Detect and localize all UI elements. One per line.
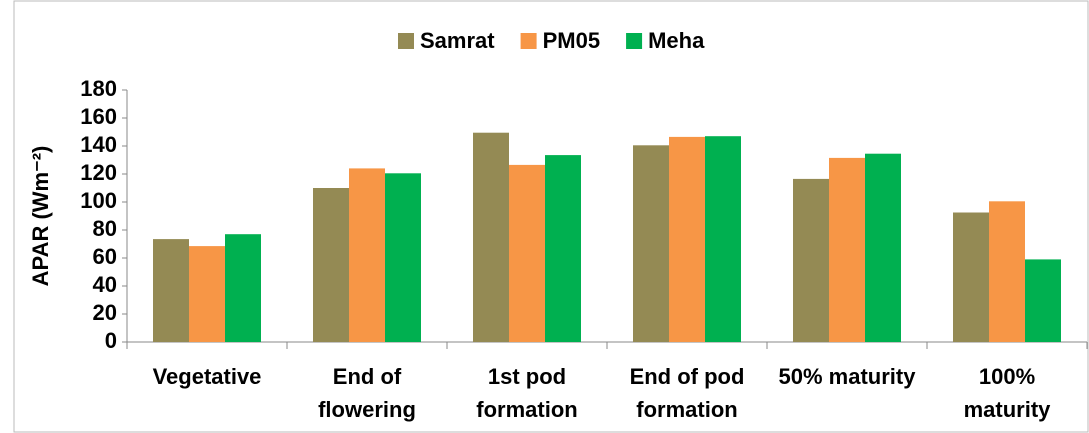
frame xyxy=(13,0,1089,433)
y-tick-label: 60 xyxy=(93,244,117,269)
legend-label: PM05 xyxy=(543,28,600,53)
bar xyxy=(189,246,225,342)
bar xyxy=(473,132,509,342)
bar xyxy=(669,136,705,342)
x-tick-label: End of flowering xyxy=(318,364,416,422)
x-tick-label: 50% maturity xyxy=(778,364,916,389)
bar xyxy=(989,201,1025,342)
y-tick-label: 180 xyxy=(80,76,117,101)
bar xyxy=(225,234,261,342)
bar xyxy=(509,164,545,342)
y-tick-label: 40 xyxy=(93,272,117,297)
legend-swatch xyxy=(520,33,537,49)
bar xyxy=(705,136,741,342)
bar xyxy=(349,168,385,342)
bar xyxy=(633,145,669,342)
x-tick-label: Vegetative xyxy=(152,364,262,389)
bar xyxy=(545,155,581,342)
y-tick-label: 100 xyxy=(80,188,117,213)
x-tick-label: 100% maturity xyxy=(963,364,1051,422)
bar xyxy=(1025,259,1061,342)
legend-label: Samrat xyxy=(420,28,495,53)
y-tick-label: 160 xyxy=(80,104,117,129)
y-tick-label: 120 xyxy=(80,160,117,185)
bar xyxy=(953,212,989,342)
y-tick-label: 20 xyxy=(93,300,117,325)
x-tick-label: 1st pod formation xyxy=(476,364,578,422)
bar xyxy=(793,178,829,342)
bar xyxy=(153,239,189,342)
y-axis-label: APAR (Wm⁻²) xyxy=(28,146,53,287)
legend-swatch xyxy=(626,33,643,49)
bar xyxy=(385,173,421,342)
y-tick-label: 80 xyxy=(93,216,117,241)
y-tick-label: 0 xyxy=(105,328,117,353)
bar xyxy=(313,188,349,342)
legend-swatch xyxy=(398,33,414,49)
x-tick-label: End of pod formation xyxy=(629,364,745,422)
bar xyxy=(829,157,865,342)
bar xyxy=(865,153,901,342)
y-tick-label: 140 xyxy=(80,132,117,157)
legend-label: Meha xyxy=(648,28,705,53)
